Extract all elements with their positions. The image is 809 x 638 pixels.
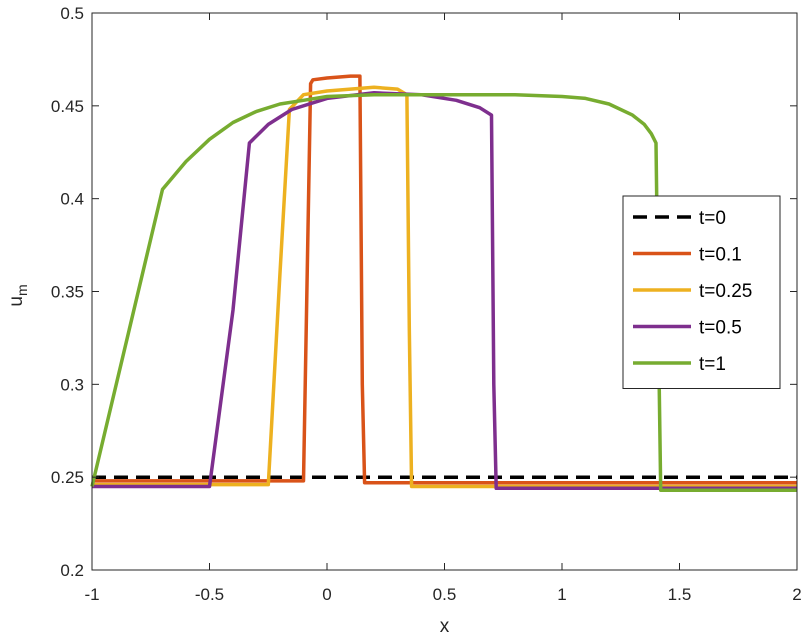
y-tick-label: 0.2 <box>60 561 84 580</box>
x-axis-ticks: -1 -0.5 0 0.5 1 1.5 2 <box>84 13 802 604</box>
legend-label-3: t=0.5 <box>699 318 742 339</box>
series-line-1 <box>92 74 797 485</box>
legend-label-4: t=1 <box>699 354 726 375</box>
x-tick-label: 0.5 <box>433 585 457 604</box>
y-axis-ticks: 0.2 0.25 0.3 0.35 0.4 0.45 0.5 <box>51 4 797 580</box>
y-tick-label: 0.5 <box>60 4 84 23</box>
y-tick-label: 0.35 <box>51 283 84 302</box>
legend-box <box>622 195 781 389</box>
x-tick-label: -0.5 <box>195 585 224 604</box>
y-tick-label: 0.45 <box>51 97 84 116</box>
x-tick-label: 0 <box>322 585 331 604</box>
y-tick-label: 0.25 <box>51 468 84 487</box>
y-tick-label: 0.4 <box>60 190 84 209</box>
y-axis-label: um <box>6 284 30 306</box>
y-axis-label-main: u <box>6 296 27 307</box>
x-tick-label: 2 <box>792 585 801 604</box>
legend-label-0: t=0 <box>699 208 726 229</box>
x-axis-label: x <box>440 616 450 637</box>
legend-label-2: t=0.25 <box>699 281 752 302</box>
x-tick-label: 1.5 <box>668 585 692 604</box>
x-tick-label: 1 <box>557 585 566 604</box>
series-line-2 <box>92 85 797 489</box>
legend: t=0 t=0.1 t=0.25 t=0.5 t=1 <box>622 195 781 389</box>
y-axis-label-subscript: m <box>14 284 30 296</box>
legend-label-1: t=0.1 <box>699 245 742 266</box>
y-tick-label: 0.3 <box>60 375 84 394</box>
x-tick-label: -1 <box>84 585 99 604</box>
